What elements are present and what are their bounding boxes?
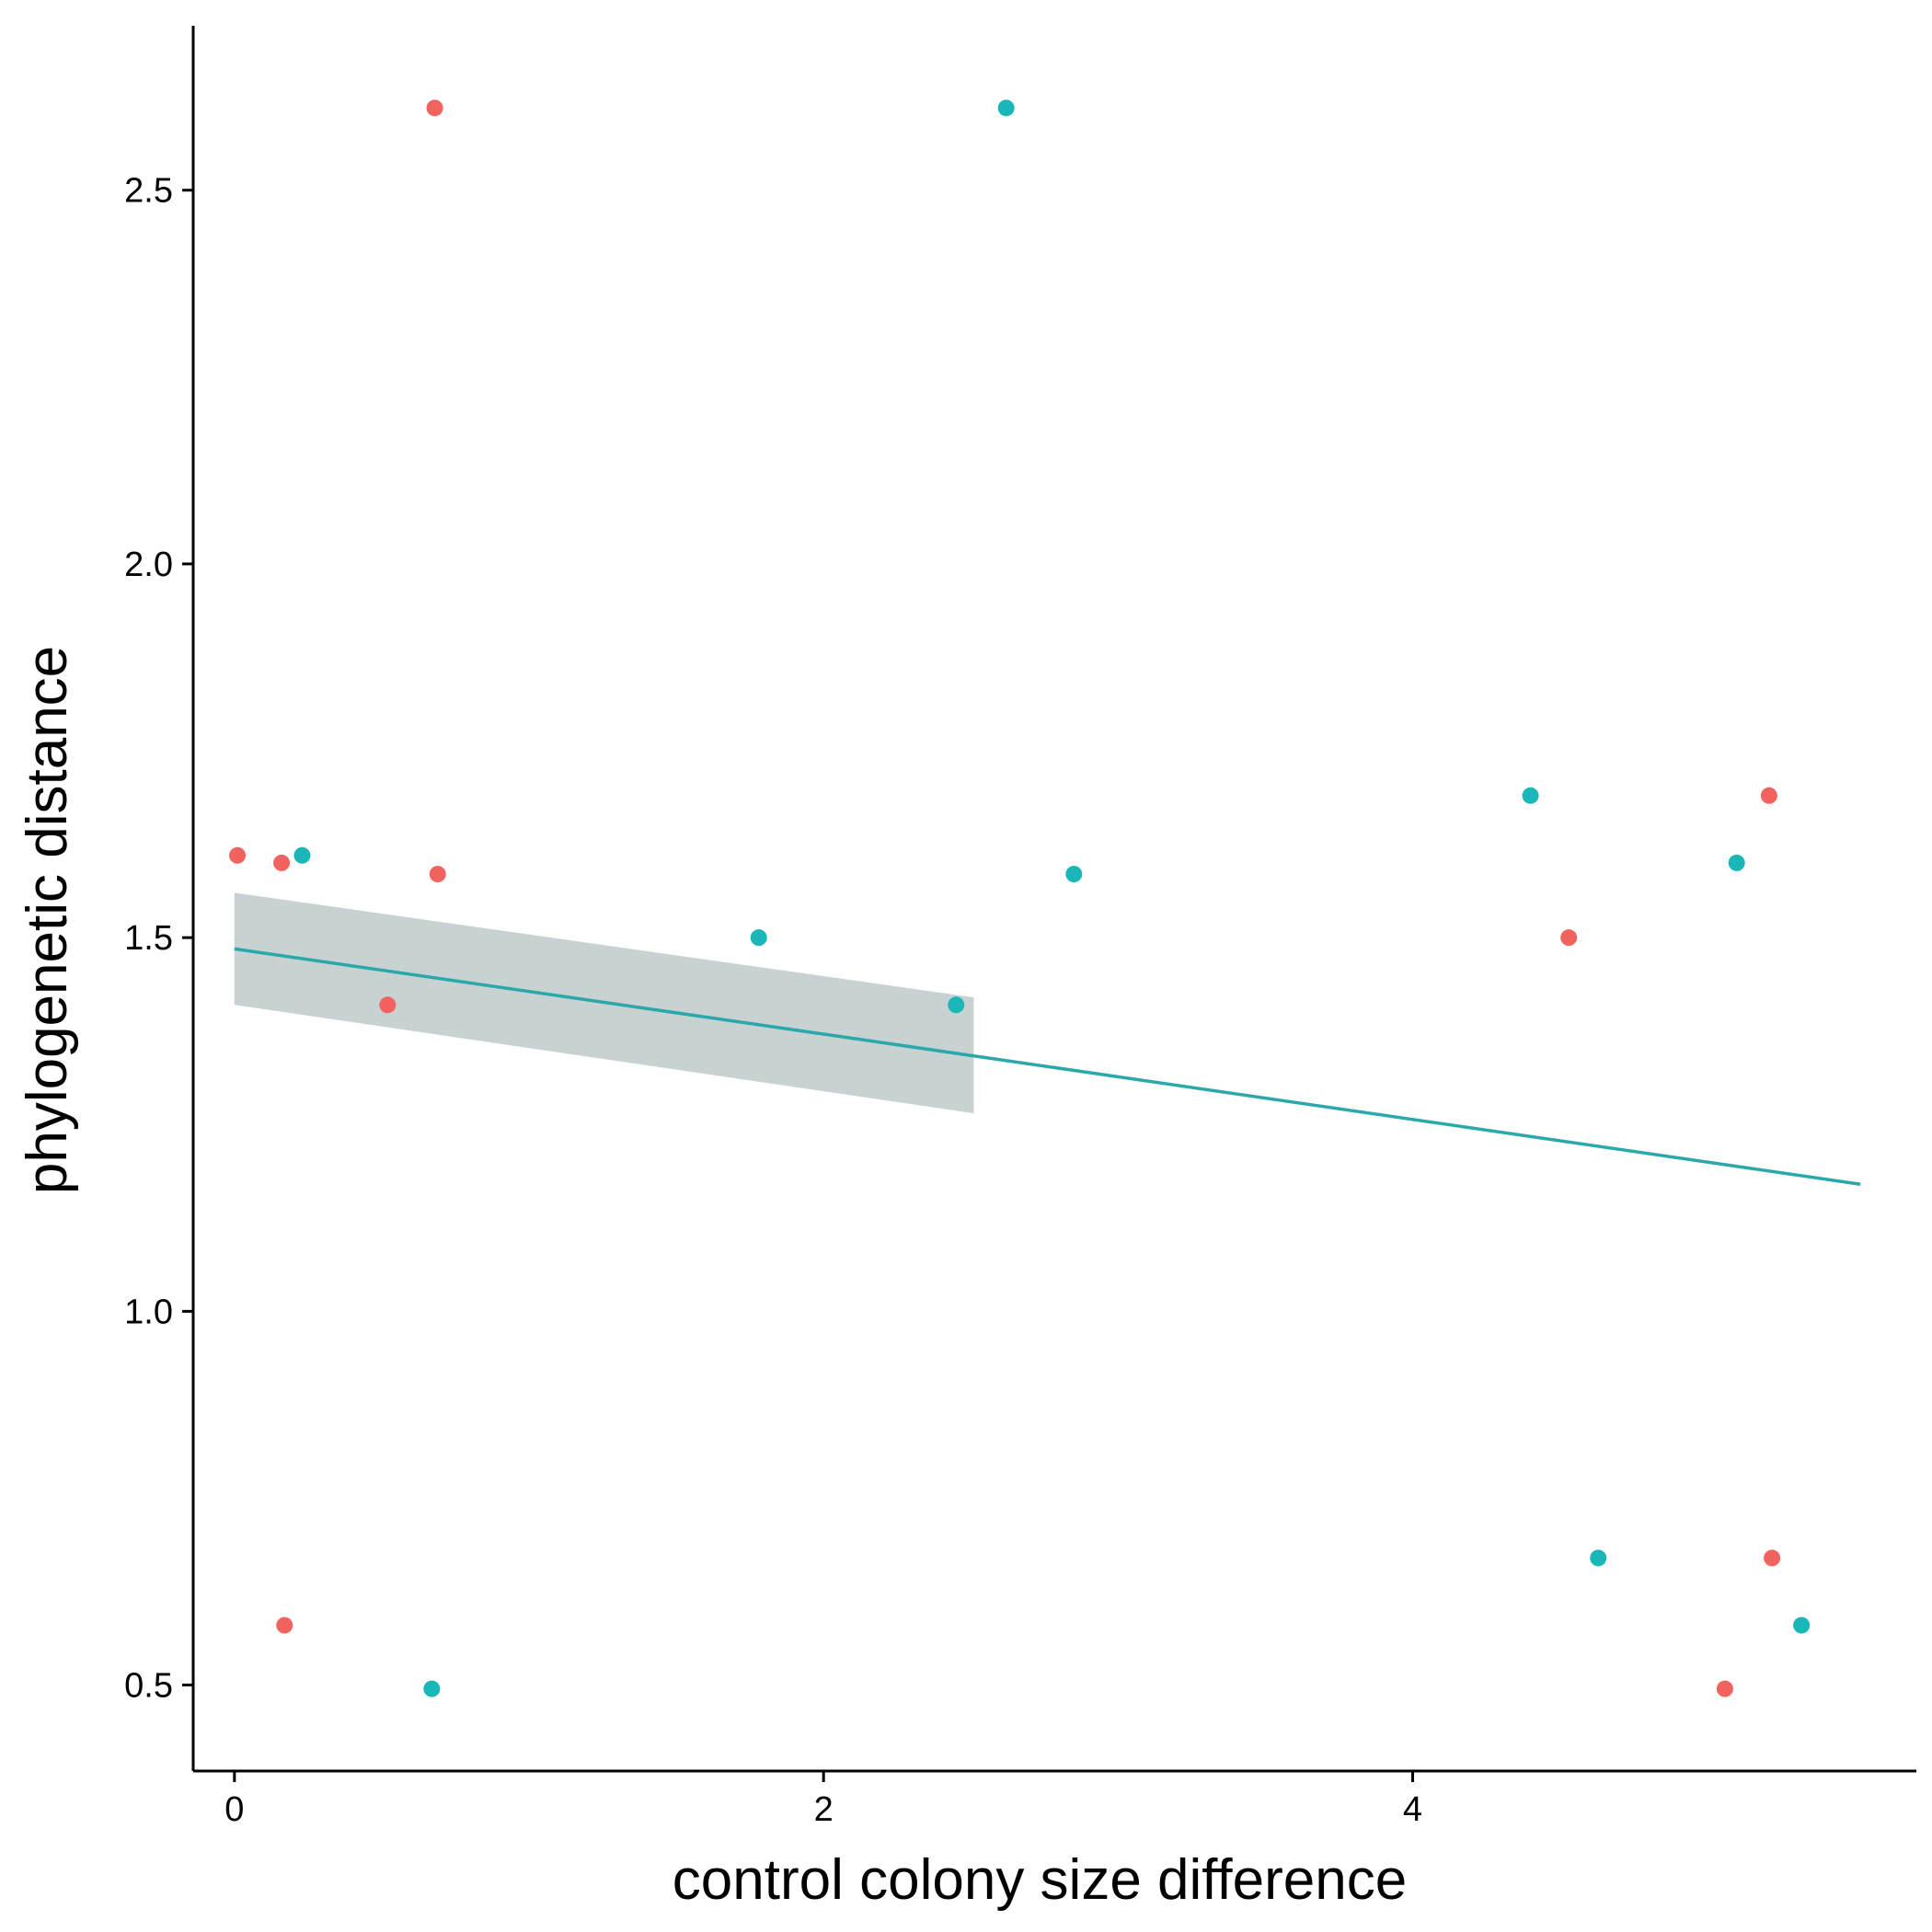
x-tick-label: 4 — [1403, 1790, 1422, 1829]
data-point — [229, 846, 247, 864]
data-point — [1065, 866, 1083, 883]
y-tick-label: 2.0 — [124, 546, 173, 584]
data-point — [426, 99, 443, 117]
x-axis-title: control colony size difference — [673, 1848, 1407, 1912]
points-layer — [229, 99, 1811, 1697]
y-axis-ticks: 0.5 1.0 1.5 2.0 2.5 — [124, 172, 193, 1706]
data-point — [1560, 929, 1578, 947]
x-tick-label: 0 — [224, 1790, 244, 1829]
data-point — [750, 929, 767, 947]
data-point — [1793, 1616, 1811, 1634]
data-point — [997, 99, 1015, 117]
data-point — [1764, 1549, 1781, 1567]
data-point — [293, 846, 311, 864]
y-tick-label: 0.5 — [124, 1667, 173, 1706]
data-point — [379, 996, 397, 1014]
data-point — [1716, 1680, 1733, 1697]
data-point — [1590, 1549, 1607, 1567]
regression-layer — [234, 892, 1861, 1186]
data-point — [1522, 787, 1539, 804]
y-tick-label: 2.5 — [124, 172, 173, 211]
data-point — [273, 854, 291, 871]
x-axis-ticks: 0 2 4 — [224, 1771, 1422, 1829]
x-tick-label: 2 — [814, 1790, 834, 1829]
axes: 0 2 4 0.5 1.0 1.5 2.0 2.5 — [124, 26, 1916, 1829]
data-point — [423, 1680, 441, 1697]
y-tick-label: 1.0 — [124, 1293, 173, 1331]
y-tick-label: 1.5 — [124, 919, 173, 958]
data-point — [276, 1616, 293, 1634]
data-point — [1760, 787, 1777, 804]
data-point — [429, 866, 446, 883]
y-axis-title: phylogenetic distance — [16, 646, 79, 1194]
data-point — [1728, 854, 1745, 871]
regression-line — [234, 947, 1861, 1186]
data-point — [948, 996, 965, 1014]
